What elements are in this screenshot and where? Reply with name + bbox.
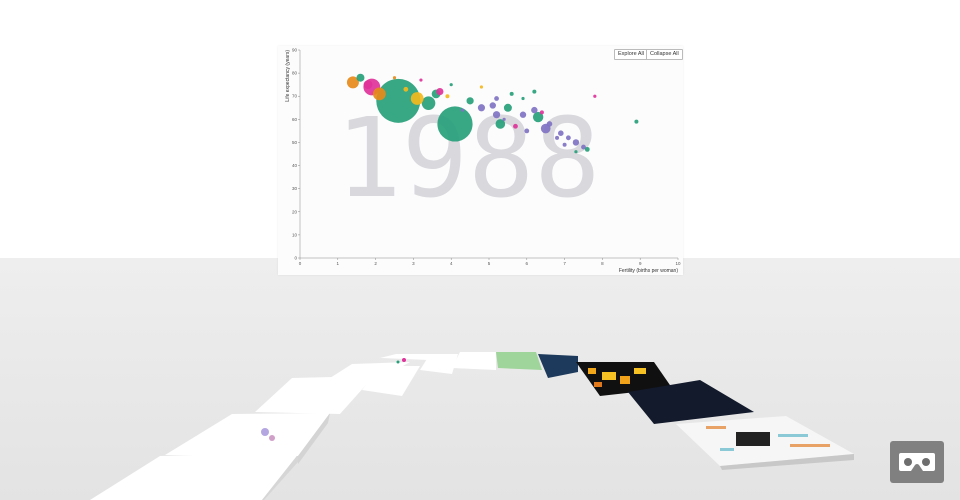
gallery-tile[interactable] — [255, 376, 374, 414]
gallery-tile[interactable] — [496, 352, 542, 370]
data-point — [466, 97, 474, 105]
data-point — [410, 92, 424, 105]
data-point — [477, 104, 486, 112]
data-point — [524, 128, 530, 134]
data-point — [532, 111, 544, 123]
data-point — [495, 119, 506, 129]
y-tick-label: 0 — [294, 256, 297, 261]
gallery-tile[interactable] — [165, 413, 330, 456]
data-point — [532, 89, 537, 94]
data-point — [346, 76, 359, 89]
gallery-tile — [298, 413, 330, 464]
data-point — [519, 111, 527, 118]
data-point — [509, 91, 514, 96]
data-point — [546, 121, 553, 127]
data-point — [489, 102, 496, 109]
data-point — [363, 80, 373, 90]
y-tick-label: 70 — [292, 94, 298, 99]
data-point — [581, 144, 586, 150]
data-point — [572, 139, 580, 146]
data-point — [392, 76, 397, 80]
x-tick-label: 4 — [450, 261, 453, 266]
thumbnail-detail — [261, 358, 830, 451]
y-tick-label: 80 — [292, 71, 298, 76]
gallery-tile — [262, 452, 300, 500]
data-point — [562, 142, 567, 147]
chart-points — [346, 73, 639, 154]
y-tick-label: 10 — [292, 232, 298, 237]
gallery-tile[interactable] — [538, 354, 578, 378]
x-tick-label: 2 — [374, 261, 377, 266]
vr-mode-button[interactable] — [890, 441, 944, 483]
data-point — [436, 88, 444, 96]
gallery-tile[interactable] — [362, 366, 420, 396]
gallery-tile[interactable] — [90, 452, 300, 500]
x-tick-label: 3 — [412, 261, 415, 266]
explore-all-button[interactable]: Explore All — [614, 49, 648, 60]
data-point — [372, 87, 386, 101]
gallery-tile[interactable] — [420, 354, 458, 374]
data-point — [593, 94, 597, 98]
data-point — [492, 111, 501, 119]
x-tick-label: 1 — [337, 261, 340, 266]
gallery-tile[interactable] — [628, 380, 754, 424]
y-tick-label: 30 — [292, 186, 298, 191]
vr-goggles-icon — [899, 453, 935, 471]
gallery-tile[interactable] — [452, 352, 496, 370]
data-point — [555, 135, 560, 140]
y-tick-label: 90 — [292, 48, 298, 53]
data-point — [521, 96, 525, 101]
y-tick-label: 60 — [292, 117, 298, 122]
data-point — [574, 150, 578, 154]
y-tick-label: 40 — [292, 163, 298, 168]
gallery-tile — [720, 454, 854, 470]
data-point — [445, 94, 450, 99]
data-point — [565, 135, 571, 141]
data-point — [356, 73, 365, 82]
data-point — [460, 108, 465, 112]
x-tick-label: 6 — [526, 261, 529, 266]
y-axis-label: Life expectancy (years) — [285, 50, 291, 102]
data-point — [634, 119, 639, 124]
x-tick-label: 9 — [639, 261, 642, 266]
data-point — [531, 106, 538, 114]
data-point — [437, 106, 473, 142]
data-point — [584, 146, 590, 152]
gallery-tile[interactable] — [380, 354, 432, 360]
data-point — [449, 83, 453, 87]
chart-panel: 1988 0 1 2 3 4 5 6 7 8 9 10 0 10 20 30 40 50 60 70 80 90 Fer… — [278, 46, 683, 275]
x-tick-label: 10 — [675, 261, 681, 266]
data-point — [503, 103, 512, 112]
data-point — [376, 78, 421, 123]
x-axis-label: Fertility (births per woman) — [619, 268, 679, 274]
data-point — [502, 117, 506, 121]
x-tick-label: 8 — [601, 261, 604, 266]
collapse-all-button[interactable]: Collapse All — [646, 49, 683, 60]
data-point — [421, 96, 436, 110]
x-tick-label: 7 — [563, 261, 566, 266]
data-point — [403, 86, 409, 92]
x-tick-label: 0 — [299, 261, 302, 266]
data-point — [513, 123, 518, 129]
data-point — [419, 78, 423, 82]
x-tick-label: 5 — [488, 261, 491, 266]
chart-axes: 0 1 2 3 4 5 6 7 8 9 10 0 10 20 30 40 50 60 70 80 90 — [292, 48, 681, 267]
data-point — [558, 130, 564, 136]
data-point — [479, 85, 484, 89]
y-tick-label: 50 — [292, 140, 298, 145]
data-point — [539, 110, 544, 115]
y-tick-label: 20 — [292, 209, 298, 214]
data-point — [494, 96, 499, 101]
